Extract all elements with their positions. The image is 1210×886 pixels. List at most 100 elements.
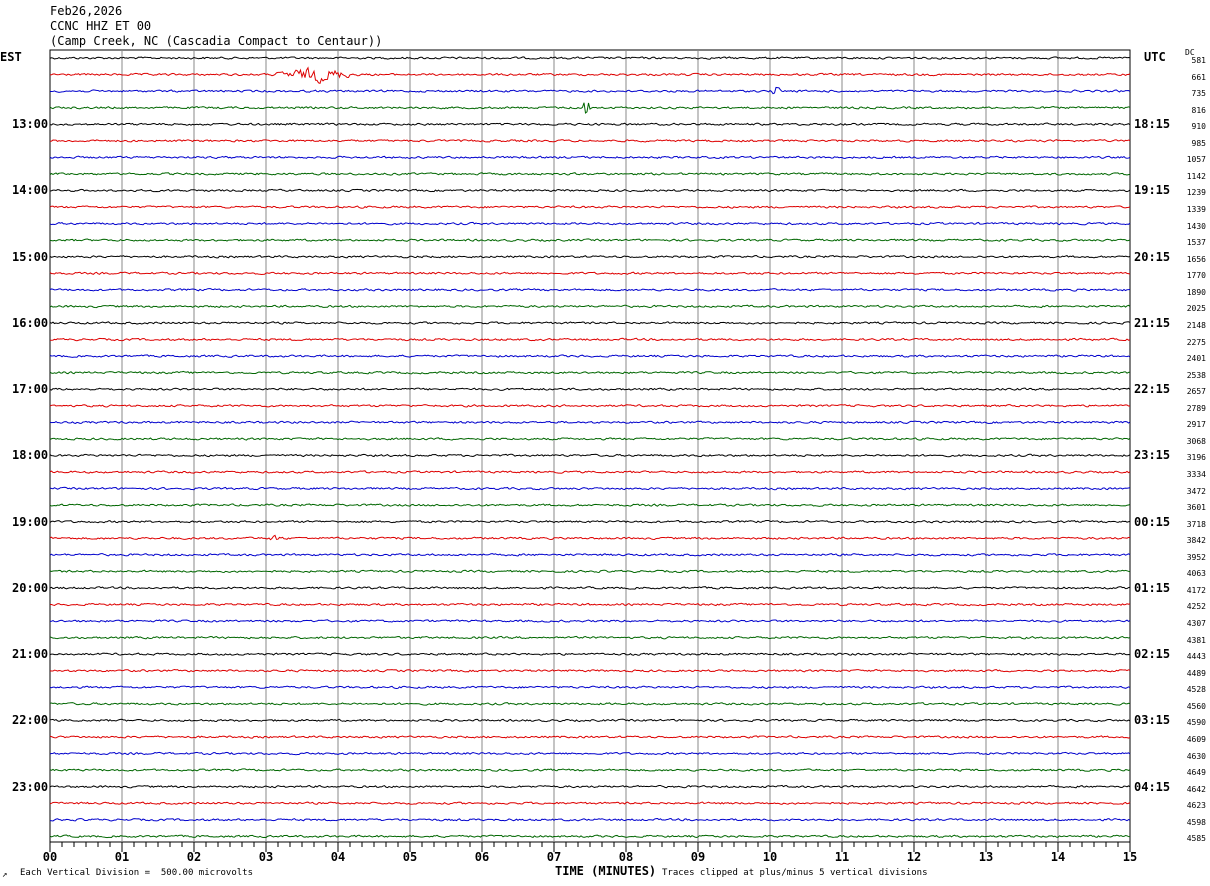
dc-offset-value: 2025: [1186, 304, 1206, 314]
dc-offset-value: 4560: [1186, 701, 1206, 711]
dc-offset-value: 3334: [1186, 470, 1206, 479]
dc-offset-value: 2148: [1186, 320, 1206, 330]
utc-hour-label: 19:15: [1134, 183, 1171, 198]
seismic-trace-13: [49, 271, 1131, 275]
seismic-trace-35: [49, 635, 1131, 640]
dc-offset-value: 661: [1191, 72, 1206, 82]
dc-offset-value: 1537: [1186, 238, 1206, 248]
x-tick-label: 10: [763, 850, 777, 864]
est-hour-label: 13:00: [12, 117, 49, 132]
dc-offset-value: 4063: [1186, 569, 1206, 579]
seismic-trace-1: [49, 66, 1131, 84]
utc-hour-label: 00:15: [1134, 514, 1171, 529]
seismic-trace-4: [49, 122, 1131, 126]
utc-hour-label: 20:15: [1134, 249, 1171, 264]
dc-offset-value: 3472: [1186, 486, 1206, 496]
seismic-trace-32: [49, 586, 1131, 590]
utc-hour-label: 21:15: [1134, 315, 1171, 330]
dc-offset-value: 4649: [1186, 768, 1206, 778]
dc-offset-value: 2538: [1186, 370, 1206, 380]
x-tick-label: 11: [835, 850, 849, 864]
dc-offset-value: 581: [1191, 56, 1206, 65]
est-hour-label: 20:00: [12, 580, 49, 595]
dc-offset-value: 4590: [1186, 718, 1206, 728]
x-tick-label: 14: [1051, 850, 1065, 864]
seismic-trace-7: [49, 172, 1131, 176]
vertical-division-note: Each Vertical Division = 500.00 microvol…: [20, 868, 253, 878]
seismic-trace-37: [49, 669, 1131, 673]
dc-offset-value: 2789: [1186, 403, 1206, 413]
dc-offset-value: 4172: [1186, 585, 1206, 595]
utc-hour-label: 02:15: [1134, 647, 1171, 662]
corner-arrow-icon: ↗: [2, 870, 8, 880]
dc-offset-value: 4307: [1186, 619, 1206, 629]
est-hour-label: 23:00: [12, 779, 49, 794]
x-axis-title: TIME (MINUTES): [555, 864, 657, 878]
dc-offset-value: 4443: [1186, 652, 1206, 662]
x-tick-label: 01: [115, 850, 129, 864]
dc-offset-value: 3718: [1186, 519, 1206, 529]
x-tick-label: 03: [259, 850, 273, 864]
utc-hour-label: 01:15: [1134, 580, 1171, 595]
seismic-trace-0: [49, 56, 1131, 60]
x-tick-label: 02: [187, 850, 201, 864]
seismic-trace-14: [49, 288, 1131, 292]
dc-offset-value: 816: [1191, 105, 1206, 115]
dc-offset-value: 985: [1191, 138, 1206, 148]
utc-axis-label: UTC: [1144, 50, 1166, 64]
x-tick-label: 07: [547, 850, 561, 864]
seismic-trace-29: [49, 534, 1131, 541]
est-hour-label: 15:00: [12, 249, 49, 264]
seismic-trace-12: [49, 254, 1131, 259]
seismic-trace-28: [49, 519, 1131, 524]
seismic-trace-3: [49, 102, 1131, 114]
seismic-trace-10: [49, 221, 1131, 226]
dc-offset-value: 1890: [1186, 287, 1206, 297]
dc-offset-value: 1239: [1186, 188, 1206, 198]
seismic-trace-23: [49, 437, 1131, 441]
seismic-trace-44: [49, 784, 1131, 789]
dc-offset-value: 1656: [1186, 254, 1206, 264]
est-hour-label: 18:00: [12, 448, 49, 463]
dc-offset-label: DC: [1185, 48, 1195, 57]
seismic-trace-47: [49, 834, 1131, 839]
utc-hour-label: 22:15: [1134, 382, 1171, 397]
x-tick-label: 12: [907, 850, 921, 864]
dc-offset-value: 2275: [1186, 337, 1206, 347]
seismic-trace-8: [49, 188, 1131, 193]
est-hour-label: 14:00: [12, 183, 49, 198]
seismic-trace-40: [49, 718, 1131, 723]
est-hour-label: 22:00: [12, 713, 49, 728]
seismic-trace-30: [49, 553, 1131, 557]
seismic-trace-11: [49, 238, 1131, 242]
dc-offset-value: 3842: [1186, 536, 1206, 546]
est-hour-label: 21:00: [12, 647, 49, 662]
seismic-trace-21: [49, 404, 1131, 408]
est-hour-label: 16:00: [12, 315, 49, 330]
seismic-trace-20: [49, 387, 1131, 391]
x-tick-label: 04: [331, 850, 345, 864]
dc-offset-value: 4630: [1186, 751, 1206, 761]
seismic-trace-17: [49, 337, 1131, 342]
seismic-trace-41: [49, 735, 1131, 739]
dc-offset-value: 910: [1191, 122, 1206, 132]
est-hour-label: 17:00: [12, 382, 49, 397]
seismic-trace-9: [49, 205, 1131, 209]
dc-offset-value: 3952: [1186, 552, 1206, 562]
seismic-trace-36: [49, 652, 1131, 656]
seismic-trace-39: [49, 702, 1131, 706]
dc-offset-value: 4598: [1186, 817, 1206, 827]
seismic-trace-22: [49, 420, 1131, 425]
seismic-trace-33: [49, 602, 1131, 607]
utc-hour-label: 03:15: [1134, 713, 1171, 728]
dc-offset-value: 3068: [1186, 436, 1206, 446]
seismic-trace-26: [49, 486, 1131, 491]
plot-frame: [49, 49, 1131, 843]
dc-offset-value: 4528: [1186, 685, 1206, 695]
x-tick-label: 08: [619, 850, 633, 864]
utc-hour-label: 18:15: [1134, 117, 1171, 132]
seismic-trace-43: [49, 768, 1131, 772]
x-tick-label: 06: [475, 850, 489, 864]
seismic-trace-16: [49, 321, 1131, 325]
